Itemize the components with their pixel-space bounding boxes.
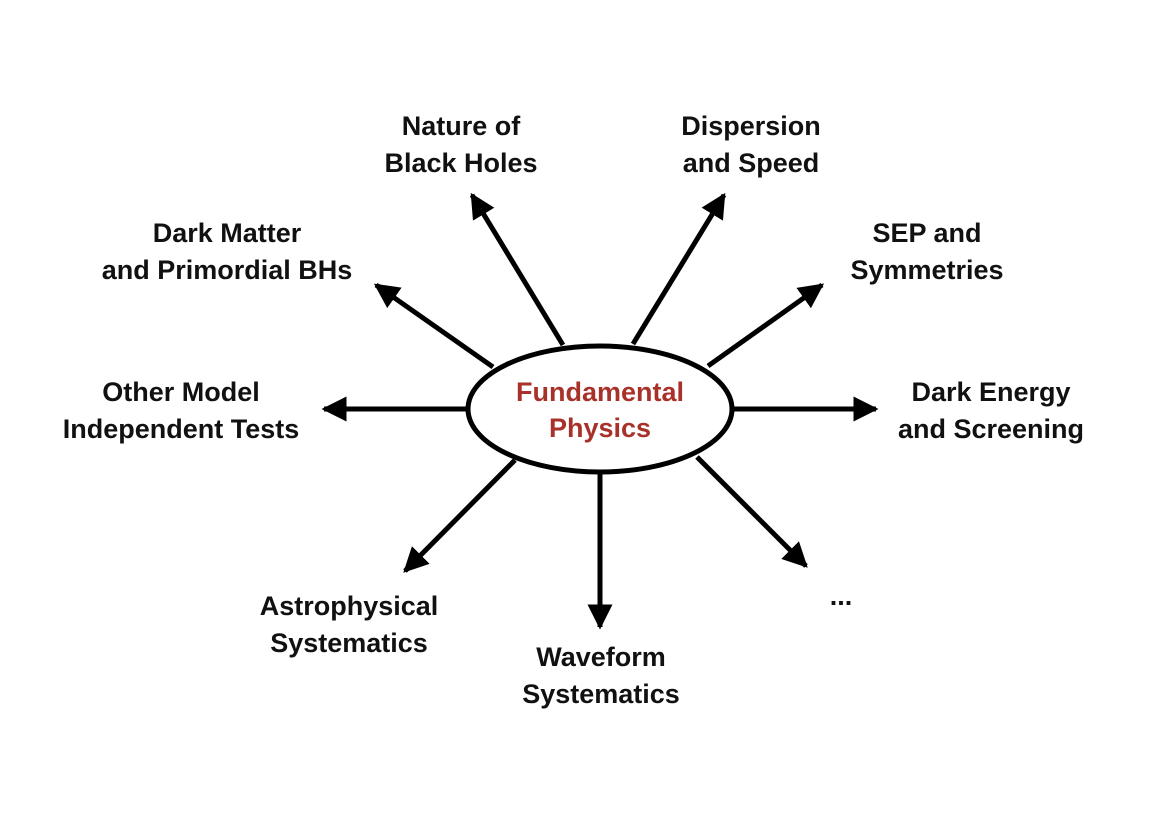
center-label-line-1: Fundamental xyxy=(515,377,685,407)
node-other-model-tests: Other Model Independent Tests xyxy=(63,374,300,448)
node-more-ellipsis: ... xyxy=(830,578,853,615)
node-sep-symmetries: SEP and Symmetries xyxy=(850,215,1003,289)
node-label-line-2: and Speed xyxy=(682,148,820,178)
arrow-nature-black-holes xyxy=(469,192,566,347)
node-dispersion-speed: Dispersion and Speed xyxy=(681,108,821,182)
arrow-sep xyxy=(706,282,825,369)
node-label-line-1: Other Model xyxy=(102,377,260,407)
node-label-line-2: Systematics xyxy=(270,628,428,658)
node-dark-energy: Dark Energy and Screening xyxy=(898,374,1084,448)
arrow-more xyxy=(695,455,808,568)
node-label-line-2: Black Holes xyxy=(384,148,538,178)
node-label-line-1: Dispersion xyxy=(681,111,821,141)
node-label-line-2: Independent Tests xyxy=(62,414,300,444)
center-label: Fundamental Physics xyxy=(516,374,684,446)
node-label-line-1: ... xyxy=(829,581,853,611)
node-label-line-1: Nature of xyxy=(401,111,521,141)
node-label-line-1: SEP and xyxy=(872,218,982,248)
node-label-line-2: Systematics xyxy=(522,679,680,709)
node-label-line-2: Symmetries xyxy=(850,255,1004,285)
center-label-line-2: Physics xyxy=(548,413,652,443)
center-ellipse xyxy=(465,343,735,475)
arrow-dispersion xyxy=(630,192,727,346)
node-waveform-systematics: Waveform Systematics xyxy=(522,639,680,713)
node-label-line-2: and Screening xyxy=(897,414,1085,444)
node-label-line-1: Astrophysical xyxy=(259,591,439,621)
node-nature-black-holes: Nature of Black Holes xyxy=(384,108,537,182)
arrow-astro-systematics xyxy=(403,458,517,573)
node-label-line-2: and Primordial BHs xyxy=(101,255,353,285)
node-dark-matter: Dark Matter and Primordial BHs xyxy=(102,215,353,289)
node-label-line-1: Dark Energy xyxy=(911,377,1071,407)
arrow-dark-matter xyxy=(373,282,495,370)
node-label-line-1: Waveform xyxy=(536,642,666,672)
node-label-line-1: Dark Matter xyxy=(152,218,302,248)
node-astrophysical-systematics: Astrophysical Systematics xyxy=(260,588,439,662)
